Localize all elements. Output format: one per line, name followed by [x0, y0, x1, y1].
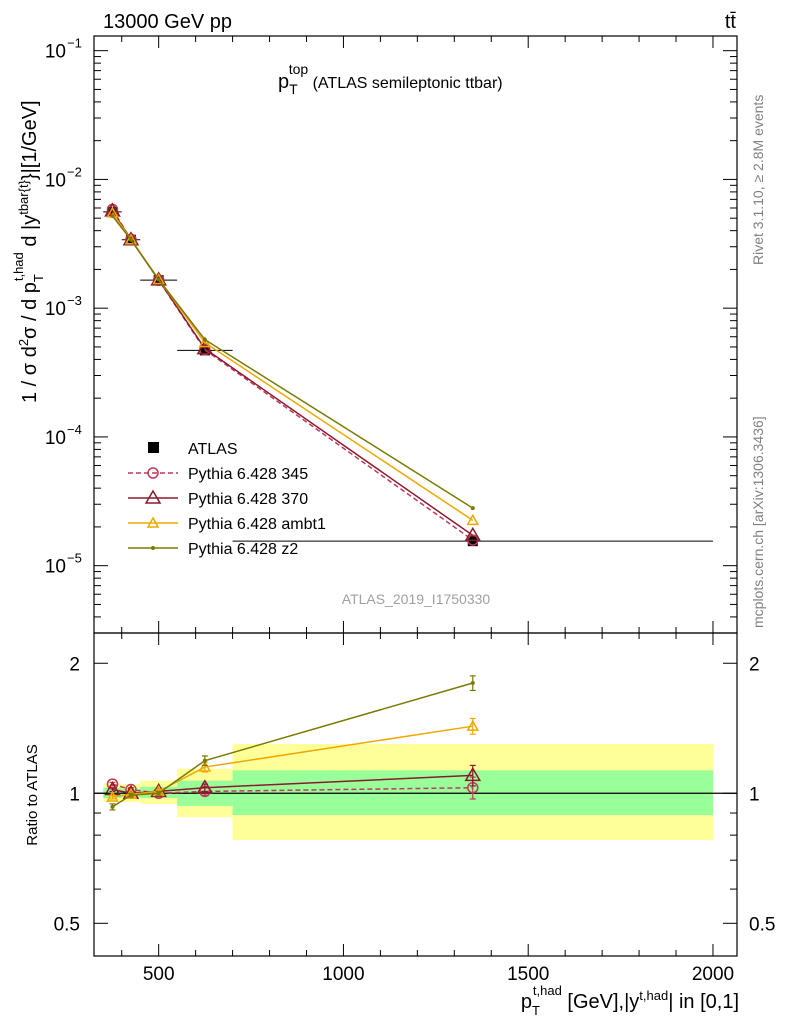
ratio-marker-2-4	[466, 719, 480, 731]
ratio-axes: 0.5 0.5 1 1 2 2 500 1000 1500 2000	[54, 632, 775, 985]
legend-label-2: Pythia 6.428 ambt1	[188, 516, 326, 533]
ratio-marker-3-1	[128, 793, 133, 798]
ratio-frame	[93, 632, 738, 957]
title-sub: T	[289, 81, 298, 97]
main-marker-2-1	[124, 233, 138, 245]
main-ytick-label-2: 10	[45, 299, 66, 320]
main-marker-2-3	[198, 336, 212, 348]
ratio-marker-2-0	[106, 790, 119, 802]
title-rest: (ATLAS semileptonic ttbar)	[308, 75, 502, 92]
ratio-marker-1-3	[196, 779, 214, 794]
main-ytick-label-1: 10	[45, 428, 66, 449]
ratio-ytick-label-r-1: 1	[749, 784, 760, 805]
main-ytick-exp-3: −2	[67, 164, 82, 179]
main-marker-3-3	[202, 337, 207, 342]
header-right: tt̄	[725, 11, 737, 33]
main-marker-1-2	[150, 271, 167, 286]
main-ytick-exp-4: −1	[67, 36, 82, 51]
main-marker-3-2	[156, 277, 161, 282]
legend-marker-0	[147, 467, 159, 479]
legend: ATLAS Pythia 6.428 345 Pythia 6.428 370 Pyt…	[128, 441, 326, 558]
legend-label-3: Pythia 6.428 z2	[188, 541, 298, 558]
main-line-3	[111, 215, 474, 509]
ratio-ytick-label-r-0: 0.5	[749, 914, 775, 935]
main-ytick-label-4: 10	[45, 42, 66, 63]
main-ytick-exp-0: −5	[67, 551, 82, 566]
mcplots-label: mcplots.cern.ch [arXiv:1306.3436]	[750, 416, 766, 628]
ratio-ytick-label-l-2: 2	[69, 654, 80, 675]
ratio-marker-1-4	[464, 766, 482, 782]
ratio-marker-3-2	[156, 791, 161, 796]
ratio-ylabel: Ratio to ATLAS	[24, 744, 41, 845]
legend-marker-3	[151, 546, 155, 550]
ratio-marker-3-4	[470, 681, 475, 686]
main-ytick-exp-1: −4	[67, 422, 82, 437]
ratio-marker-2-3	[198, 760, 212, 772]
legend-marker-data	[148, 442, 159, 453]
main-ylabel: 1 / σ d2σ / d pTt,had d |ytbar{t}}|[1/Ge…	[11, 100, 46, 403]
main-marker-1-1	[122, 231, 140, 246]
ratio-bands	[94, 744, 737, 840]
main-marker-1-4	[464, 526, 482, 542]
analysis-id: ATLAS_2019_I1750330	[342, 591, 491, 607]
ratio-ytick-label-r-2: 2	[749, 654, 760, 675]
rivet-label: Rivet 3.1.10, ≥ 2.8M events	[750, 95, 766, 265]
xtick-label-3: 2000	[692, 964, 734, 985]
plot-title: pTtop (ATLAS semileptonic ttbar)	[278, 61, 503, 97]
legend-label-data: ATLAS	[188, 441, 238, 458]
legend-marker-2	[146, 516, 160, 528]
main-marker-3-0	[110, 213, 115, 218]
xtick-label-2: 1500	[507, 964, 549, 985]
main-marker-1-3	[196, 340, 214, 355]
main-marker-2-4	[466, 513, 480, 526]
legend-label-1: Pythia 6.428 370	[188, 491, 308, 508]
legend-label-0: Pythia 6.428 345	[188, 466, 308, 483]
main-ytick-label-0: 10	[45, 557, 66, 578]
ratio-marker-3-3	[202, 758, 207, 763]
ratio-marker-3-0	[110, 804, 115, 809]
x-axis-label: pTt,had [GeV],|yt,had| in [0,1]	[521, 983, 739, 1018]
main-ytick-label-3: 10	[45, 170, 66, 191]
main-marker-2-2	[152, 272, 165, 285]
main-ytick-exp-2: −3	[67, 293, 82, 308]
title-sup: top	[289, 61, 309, 77]
main-series	[103, 202, 713, 547]
title-base: p	[278, 71, 289, 93]
header-left: 13000 GeV pp	[103, 11, 232, 33]
xtick-label-1: 1000	[322, 964, 364, 985]
ratio-series	[104, 675, 482, 811]
ratio-line-0	[112, 783, 473, 795]
main-axes: 10−510−410−310−210−1	[45, 35, 738, 634]
ratio-ytick-label-l-0: 0.5	[54, 914, 80, 935]
legend-marker-1	[144, 489, 162, 504]
ratio-ytick-label-l-1: 1	[69, 784, 80, 805]
main-marker-3-4	[470, 506, 475, 511]
main-line-1	[111, 210, 474, 536]
data-point-4	[467, 536, 478, 547]
main-marker-3-1	[128, 237, 133, 242]
xtick-label-0: 500	[143, 964, 175, 985]
